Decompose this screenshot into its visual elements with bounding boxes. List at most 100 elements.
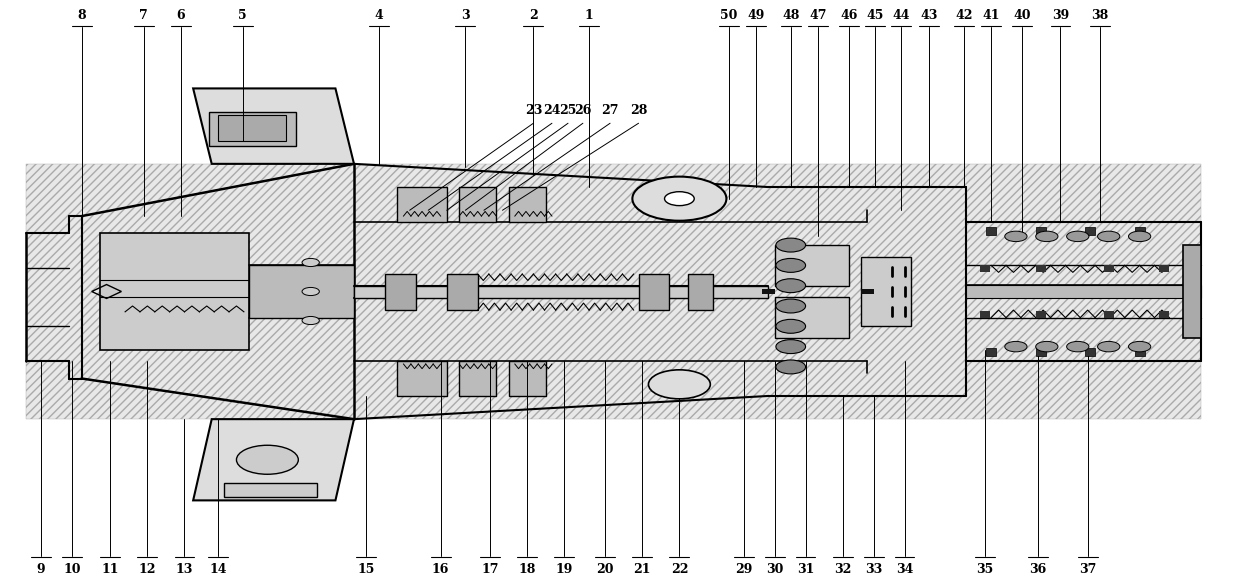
Circle shape <box>1066 231 1089 241</box>
Circle shape <box>776 299 806 313</box>
Circle shape <box>776 340 806 353</box>
Text: 15: 15 <box>357 563 374 576</box>
Circle shape <box>665 192 694 206</box>
Text: 9: 9 <box>37 563 46 576</box>
Polygon shape <box>193 89 353 164</box>
Bar <box>1135 227 1145 235</box>
Bar <box>1035 348 1045 356</box>
Bar <box>397 187 446 222</box>
Text: 28: 28 <box>630 104 647 117</box>
Text: 18: 18 <box>518 563 536 576</box>
Bar <box>508 187 546 222</box>
Text: 37: 37 <box>1079 563 1096 576</box>
Bar <box>353 286 769 298</box>
Circle shape <box>776 360 806 374</box>
Circle shape <box>1035 231 1058 241</box>
Text: 50: 50 <box>720 9 738 22</box>
Bar <box>459 361 496 396</box>
Circle shape <box>776 319 806 333</box>
Bar <box>26 164 1202 419</box>
Text: 30: 30 <box>766 563 784 576</box>
Text: 23: 23 <box>525 104 542 117</box>
Text: 47: 47 <box>810 9 827 22</box>
Circle shape <box>237 445 299 474</box>
Circle shape <box>776 279 806 293</box>
Bar <box>688 274 713 310</box>
Bar <box>1104 265 1114 272</box>
Circle shape <box>1035 342 1058 352</box>
Bar <box>446 274 477 310</box>
Text: 34: 34 <box>895 563 913 576</box>
Text: 38: 38 <box>1091 9 1109 22</box>
Circle shape <box>1097 342 1120 352</box>
Bar <box>224 483 317 497</box>
Text: 2: 2 <box>529 9 538 22</box>
Text: 7: 7 <box>139 9 148 22</box>
Text: 42: 42 <box>955 9 972 22</box>
Circle shape <box>1097 231 1120 241</box>
Text: 48: 48 <box>782 9 800 22</box>
Circle shape <box>1066 342 1089 352</box>
Bar <box>100 233 249 350</box>
Bar <box>218 114 286 141</box>
Text: 10: 10 <box>63 563 81 576</box>
Text: 40: 40 <box>1013 9 1030 22</box>
Bar <box>763 289 775 294</box>
Text: 16: 16 <box>432 563 449 576</box>
Circle shape <box>303 258 320 266</box>
Bar <box>1035 311 1045 318</box>
Bar <box>1035 265 1045 272</box>
Circle shape <box>632 177 727 221</box>
Bar <box>1183 245 1202 338</box>
Circle shape <box>1004 231 1027 241</box>
Circle shape <box>1004 342 1027 352</box>
Text: 24: 24 <box>543 104 560 117</box>
Bar <box>1035 227 1045 235</box>
Bar <box>1135 348 1145 356</box>
Bar <box>384 274 415 310</box>
Text: 21: 21 <box>634 563 651 576</box>
Bar <box>639 274 670 310</box>
Text: 35: 35 <box>976 563 993 576</box>
Text: 19: 19 <box>556 563 573 576</box>
Text: 39: 39 <box>1052 9 1069 22</box>
Text: 20: 20 <box>596 563 614 576</box>
Text: 49: 49 <box>748 9 765 22</box>
Text: 3: 3 <box>461 9 470 22</box>
Text: 29: 29 <box>735 563 753 576</box>
Text: 8: 8 <box>77 9 86 22</box>
Bar <box>1085 348 1095 356</box>
Bar <box>249 265 353 318</box>
Circle shape <box>776 258 806 272</box>
Text: 5: 5 <box>238 9 247 22</box>
Bar <box>980 265 990 272</box>
Circle shape <box>776 238 806 252</box>
Bar <box>1104 311 1114 318</box>
Text: 31: 31 <box>797 563 815 576</box>
Text: 17: 17 <box>481 563 498 576</box>
Text: 33: 33 <box>866 563 882 576</box>
Circle shape <box>1128 231 1151 241</box>
Text: 13: 13 <box>176 563 193 576</box>
Text: 6: 6 <box>176 9 185 22</box>
Text: 41: 41 <box>982 9 999 22</box>
Circle shape <box>303 317 320 325</box>
Circle shape <box>303 287 320 296</box>
Bar <box>1159 265 1169 272</box>
Bar <box>210 111 296 146</box>
Bar <box>775 245 849 286</box>
Text: 14: 14 <box>210 563 227 576</box>
Text: 25: 25 <box>559 104 577 117</box>
Text: 45: 45 <box>867 9 884 22</box>
Bar <box>397 361 446 396</box>
Bar <box>459 187 496 222</box>
Text: 26: 26 <box>574 104 591 117</box>
Text: 1: 1 <box>585 9 594 22</box>
Text: 4: 4 <box>374 9 383 22</box>
Circle shape <box>1128 342 1151 352</box>
Bar <box>862 289 874 294</box>
Bar <box>1085 227 1095 235</box>
Bar <box>986 227 996 235</box>
Circle shape <box>649 370 711 399</box>
Bar <box>986 348 996 356</box>
